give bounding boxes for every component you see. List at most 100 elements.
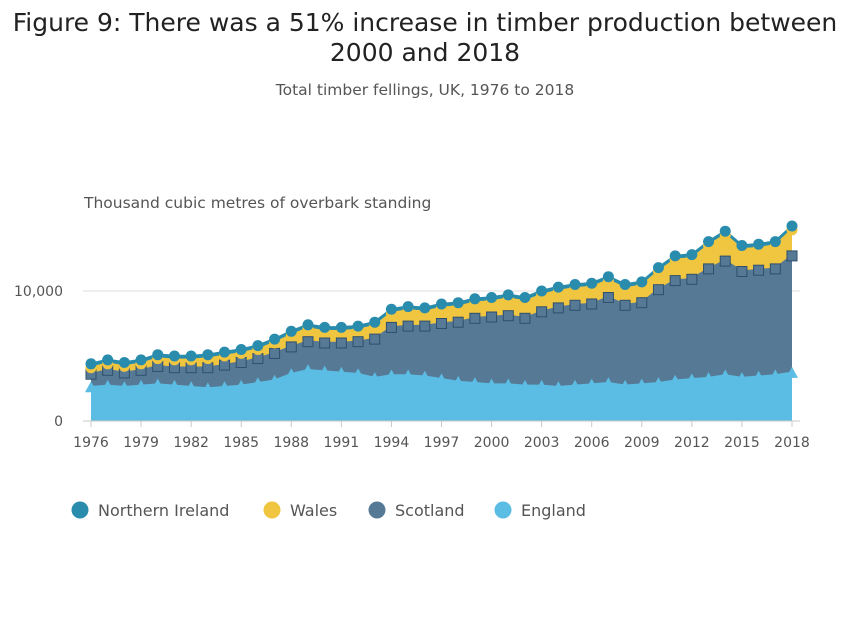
legend-swatch bbox=[263, 501, 281, 519]
marker-northern-ireland bbox=[569, 279, 581, 290]
marker-england bbox=[185, 381, 198, 393]
marker-england bbox=[619, 379, 632, 391]
marker-scotland bbox=[385, 321, 397, 333]
x-tick-label: 1991 bbox=[324, 435, 360, 451]
marker-england bbox=[235, 379, 248, 391]
marker-northern-ireland bbox=[502, 289, 514, 301]
marker-northern-ireland bbox=[185, 350, 197, 362]
x-tick-label: 2006 bbox=[574, 435, 610, 451]
marker-northern-ireland bbox=[419, 302, 431, 314]
marker-northern-ireland bbox=[753, 238, 765, 250]
marker-northern-ireland bbox=[285, 325, 297, 337]
legend-label: Wales bbox=[290, 501, 337, 520]
marker-northern-ireland bbox=[252, 340, 264, 352]
marker-england bbox=[118, 381, 131, 393]
marker-scotland bbox=[669, 275, 681, 287]
marker-england bbox=[218, 381, 231, 393]
marker-england bbox=[502, 378, 515, 390]
marker-scotland bbox=[502, 310, 514, 322]
marker-england bbox=[101, 379, 114, 391]
marker-scotland bbox=[719, 255, 731, 267]
marker-england bbox=[635, 378, 648, 390]
marker-northern-ireland bbox=[669, 250, 681, 262]
marker-england bbox=[669, 374, 682, 386]
marker-scotland bbox=[552, 302, 564, 314]
legend: Northern Ireland Wales Scotland England bbox=[71, 501, 586, 520]
legend-item-scotland: Scotland bbox=[368, 501, 465, 520]
x-tick-label: 2015 bbox=[724, 435, 760, 451]
marker-scotland bbox=[369, 333, 381, 345]
area-scotland bbox=[91, 255, 792, 389]
legend-item-northern-ireland: Northern Ireland bbox=[71, 501, 229, 520]
marker-scotland bbox=[736, 266, 748, 277]
y-tick-label: 10,000 bbox=[14, 284, 63, 300]
marker-scotland bbox=[652, 284, 664, 296]
marker-northern-ireland bbox=[619, 279, 631, 290]
marker-northern-ireland bbox=[352, 320, 364, 332]
marker-england bbox=[652, 377, 665, 389]
marker-northern-ireland bbox=[219, 346, 231, 358]
marker-scotland bbox=[602, 292, 614, 303]
marker-northern-ireland bbox=[118, 357, 130, 368]
marker-scotland bbox=[703, 263, 715, 275]
marker-england bbox=[135, 379, 148, 391]
marker-england bbox=[318, 365, 331, 377]
marker-northern-ireland bbox=[135, 354, 147, 366]
marker-northern-ireland bbox=[202, 349, 214, 361]
marker-scotland bbox=[269, 347, 281, 359]
marker-england bbox=[552, 381, 565, 393]
marker-scotland bbox=[202, 362, 214, 374]
marker-england bbox=[518, 379, 531, 391]
marker-england bbox=[85, 381, 97, 393]
legend-item-england: England bbox=[494, 501, 586, 520]
x-axis: 1976 1979 1982 1985 1988 1991 1994 1997 2000 2003… bbox=[73, 420, 810, 451]
x-tick-label: 1997 bbox=[424, 435, 460, 451]
marker-northern-ireland bbox=[319, 321, 331, 333]
marker-scotland bbox=[486, 311, 498, 323]
marker-scotland bbox=[636, 297, 648, 309]
x-tick-label: 2000 bbox=[474, 435, 510, 451]
marker-scotland bbox=[302, 336, 314, 348]
marker-scotland bbox=[452, 316, 464, 328]
legend-label: Scotland bbox=[395, 501, 465, 520]
marker-scotland bbox=[235, 357, 247, 368]
marker-northern-ireland bbox=[519, 292, 531, 303]
marker-england bbox=[735, 372, 748, 384]
marker-england bbox=[268, 374, 281, 386]
marker-northern-ireland bbox=[452, 297, 464, 309]
x-tick-label: 1979 bbox=[123, 435, 159, 451]
marker-northern-ireland bbox=[402, 301, 414, 313]
legend-swatch bbox=[71, 501, 89, 519]
marker-northern-ireland bbox=[152, 349, 164, 361]
marker-england bbox=[702, 372, 715, 384]
marker-scotland bbox=[352, 336, 364, 348]
marker-scotland bbox=[219, 359, 231, 371]
marker-northern-ireland bbox=[552, 281, 564, 293]
marker-england bbox=[168, 379, 181, 391]
marker-northern-ireland bbox=[703, 236, 715, 248]
x-tick-label: 2012 bbox=[674, 435, 710, 451]
marker-northern-ireland bbox=[586, 277, 598, 289]
marker-england bbox=[769, 369, 782, 381]
marker-scotland bbox=[319, 337, 331, 349]
marker-england bbox=[251, 377, 264, 389]
chart-title: Figure 9: There was a 51% increase in ti… bbox=[12, 8, 838, 67]
marker-england bbox=[569, 379, 582, 391]
marker-england bbox=[685, 373, 698, 385]
marker-northern-ireland bbox=[385, 303, 397, 315]
y-axis: 0 10,000 bbox=[14, 284, 63, 430]
marker-scotland bbox=[436, 318, 447, 329]
marker-england bbox=[368, 372, 381, 384]
legend-label: Northern Ireland bbox=[98, 501, 229, 520]
marker-england bbox=[285, 368, 298, 380]
marker-northern-ireland bbox=[269, 333, 281, 345]
marker-northern-ireland bbox=[85, 358, 97, 370]
legend-swatch bbox=[494, 501, 512, 519]
marker-england bbox=[452, 376, 465, 387]
marker-northern-ireland bbox=[786, 220, 798, 232]
x-tick-label: 1976 bbox=[73, 435, 109, 451]
marker-scotland bbox=[335, 337, 347, 349]
marker-northern-ireland bbox=[636, 276, 648, 288]
chart-subtitle: Total timber fellings, UK, 1976 to 2018 bbox=[275, 81, 575, 99]
marker-england bbox=[786, 366, 798, 378]
